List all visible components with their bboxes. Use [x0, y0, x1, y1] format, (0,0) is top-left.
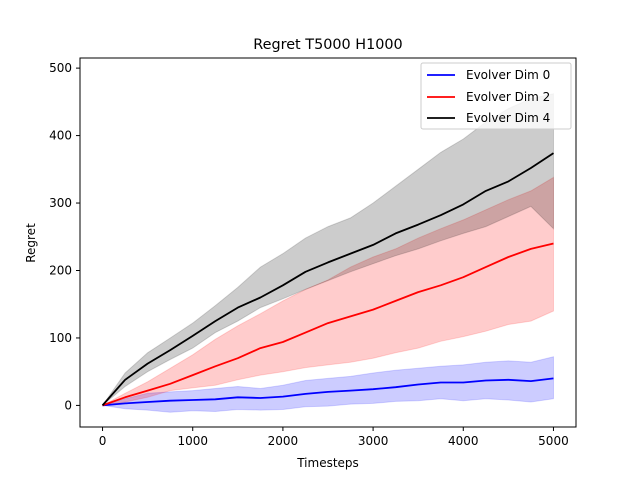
x-tick-label: 0 — [99, 434, 107, 448]
x-tick-label: 2000 — [268, 434, 299, 448]
x-axis-ticks: 0 1000 2000 3000 4000 5000 — [99, 427, 569, 448]
legend-label-dim4: Evolver Dim 4 — [466, 111, 550, 125]
y-tick-label: 0 — [64, 398, 72, 412]
y-tick-label: 200 — [49, 263, 72, 277]
chart-title: Regret T5000 H1000 — [253, 37, 402, 53]
legend: Evolver Dim 0 Evolver Dim 2 Evolver Dim … — [420, 62, 572, 130]
confidence-bands — [102, 93, 554, 413]
line-series-0 — [102, 377, 554, 407]
y-axis-label: Regret — [24, 223, 38, 263]
y-tick-label: 400 — [49, 129, 72, 143]
x-tick-label: 3000 — [358, 434, 389, 448]
band-series-2 — [102, 93, 554, 406]
legend-label-dim2: Evolver Dim 2 — [466, 90, 550, 104]
y-tick-label: 500 — [49, 61, 72, 75]
band-series-0 — [102, 356, 554, 413]
series-lines — [101, 152, 554, 407]
y-axis-ticks: 0 100 200 300 400 500 — [49, 61, 80, 412]
x-tick-label: 4000 — [448, 434, 479, 448]
line-series-2 — [101, 152, 554, 406]
x-tick-label: 1000 — [177, 434, 208, 448]
legend-box — [420, 62, 572, 130]
y-tick-label: 100 — [49, 331, 72, 345]
x-tick-label: 5000 — [538, 434, 569, 448]
line-series-1 — [102, 242, 554, 407]
legend-label-dim0: Evolver Dim 0 — [466, 68, 550, 82]
y-tick-label: 300 — [49, 196, 72, 210]
x-axis-label: Timesteps — [296, 456, 359, 470]
plot-area-frame — [79, 57, 577, 428]
